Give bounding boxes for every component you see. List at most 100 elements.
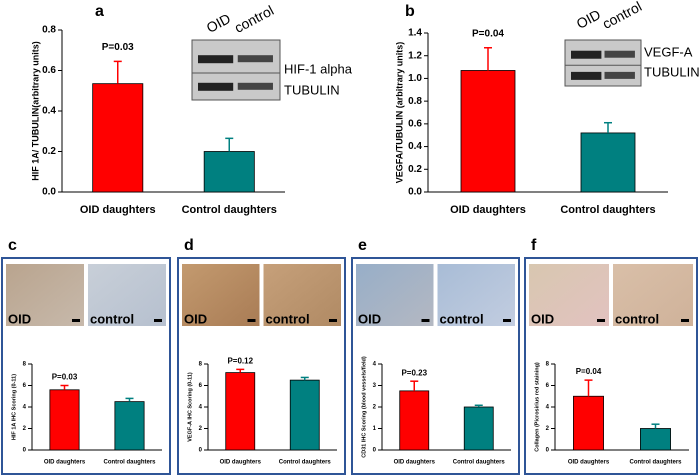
- x-tick-label: Control daughters: [630, 460, 683, 466]
- y-tick-label: 0.8: [42, 25, 56, 36]
- micrograph: [529, 264, 609, 326]
- image-label: OID: [531, 311, 554, 326]
- bar: [640, 428, 671, 451]
- y-tick-label: 4: [546, 405, 550, 411]
- bar: [49, 389, 80, 451]
- p-value: P=0.03: [102, 42, 134, 53]
- blot-band: [604, 71, 635, 79]
- y-tick-label: 0.8: [408, 96, 422, 107]
- x-tick-label: Control daughters: [560, 204, 655, 216]
- x-tick-label: OID daughters: [220, 460, 262, 466]
- y-tick-label: 1: [373, 426, 377, 432]
- image-label: control: [266, 311, 310, 326]
- y-tick-label: 8: [23, 362, 27, 368]
- protein-label: TUBULIN: [284, 82, 340, 97]
- panel-frame: [351, 257, 520, 475]
- y-tick-label: 3: [373, 383, 377, 389]
- micrograph: [613, 264, 693, 326]
- protein-label: TUBULIN: [644, 64, 700, 79]
- x-tick-label: Control daughters: [104, 460, 157, 466]
- bar: [580, 132, 636, 193]
- y-tick-label: 0.6: [408, 118, 422, 129]
- x-tick-label: OID daughters: [450, 204, 526, 216]
- y-tick-label: 0: [546, 448, 550, 454]
- y-tick-label: 2: [373, 405, 377, 411]
- panel-letter: f: [531, 237, 537, 254]
- panel-letter: b: [405, 3, 415, 20]
- p-value: P=0.03: [52, 373, 78, 382]
- panel-letter: c: [8, 237, 17, 254]
- protein-label: HIF-1 alpha: [284, 61, 353, 76]
- micrograph: [182, 264, 260, 326]
- y-tick-label: 4: [373, 362, 377, 368]
- panel-letter: e: [358, 237, 367, 254]
- y-tick-label: 1.4: [408, 28, 422, 39]
- scale-bar: [247, 319, 256, 322]
- blot: [191, 39, 281, 101]
- y-tick-label: 0.4: [42, 106, 56, 117]
- y-tick-label: 1.0: [408, 73, 422, 84]
- y-tick-label: 4: [199, 405, 203, 411]
- y-axis-label: Collagen (Picrosirius red staining): [534, 362, 540, 452]
- y-tick-label: 2: [23, 426, 27, 432]
- x-tick-label: OID daughters: [44, 460, 86, 466]
- micrograph: [437, 264, 515, 326]
- p-value: P=0.04: [472, 28, 504, 39]
- lane-label: control: [232, 2, 277, 36]
- x-tick-label: OID daughters: [394, 460, 436, 466]
- y-tick-label: 0: [23, 448, 27, 454]
- y-axis-label: VEGFA/TUBULIN (arbitrary units): [394, 42, 404, 184]
- panel-letter: d: [184, 237, 194, 254]
- bar: [573, 395, 604, 451]
- y-axis-label: HIF 1A IHC Scoring (0-11): [11, 374, 17, 440]
- image-label: control: [90, 311, 134, 326]
- blot-band: [571, 71, 602, 80]
- image-label: OID: [8, 311, 31, 326]
- p-value: P=0.04: [576, 367, 602, 376]
- y-tick-label: 0: [373, 448, 377, 454]
- scale-bar: [72, 319, 80, 322]
- scale-bar: [421, 319, 430, 322]
- y-axis-label: CD31 IHC Scoring (blood vessels/field): [361, 356, 367, 458]
- y-tick-label: 0.2: [42, 146, 56, 157]
- scale-bar: [681, 319, 689, 322]
- lane-label: OID: [574, 6, 603, 32]
- x-tick-label: Control daughters: [279, 460, 332, 466]
- p-value: P=0.23: [401, 368, 427, 377]
- y-tick-label: 2: [546, 426, 550, 432]
- scale-bar: [329, 319, 337, 322]
- p-value: P=0.12: [227, 356, 253, 365]
- blot-band: [604, 50, 635, 58]
- bar: [460, 70, 516, 193]
- scale-bar: [597, 319, 605, 322]
- y-tick-label: 0.4: [408, 141, 422, 152]
- blot-band: [198, 82, 234, 91]
- lane-label: OID: [204, 10, 233, 36]
- x-tick-label: Control daughters: [453, 460, 506, 466]
- bar: [463, 406, 494, 451]
- y-tick-label: 8: [199, 362, 203, 368]
- lane-label: control: [600, 0, 645, 32]
- micrograph: [6, 264, 84, 326]
- x-tick-label: OID daughters: [80, 204, 156, 216]
- bar: [92, 83, 144, 193]
- protein-label: VEGF-A: [644, 44, 693, 59]
- blot-band: [198, 55, 234, 64]
- bar: [399, 390, 430, 451]
- y-tick-label: 0.0: [408, 187, 422, 198]
- bar: [225, 372, 256, 451]
- y-tick-label: 4: [23, 405, 27, 411]
- scale-bar: [503, 319, 511, 322]
- image-label: OID: [358, 311, 381, 326]
- bar: [289, 379, 320, 451]
- panel-frame: [177, 257, 346, 475]
- y-axis-label: VEGF-A IHC Scoring (0-11): [187, 372, 193, 442]
- micrograph: [263, 264, 341, 326]
- y-tick-label: 2: [199, 426, 203, 432]
- y-axis-label: HIF 1A/ TUBULIN(arbitrary units): [30, 41, 40, 181]
- x-tick-label: Control daughters: [182, 204, 277, 216]
- y-tick-label: 6: [23, 383, 27, 389]
- blot-band: [237, 55, 273, 63]
- image-label: OID: [184, 311, 207, 326]
